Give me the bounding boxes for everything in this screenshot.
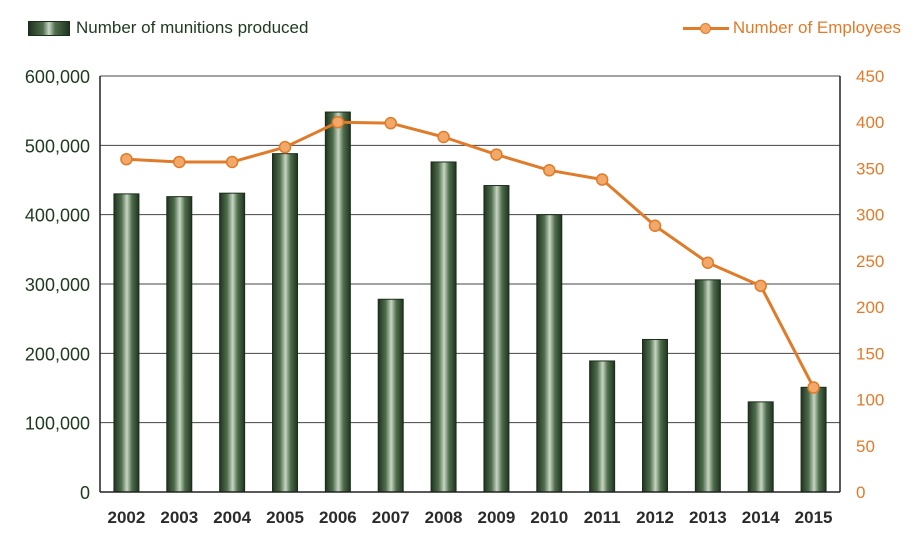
legend-bars: Number of munitions produced (28, 18, 308, 38)
employees-point-2012 (648, 219, 662, 233)
legend-bar-swatch (28, 20, 70, 36)
x-tick-label-2013: 2013 (689, 508, 727, 527)
employees-point-2004 (225, 155, 239, 169)
x-tick-label-2014: 2014 (742, 508, 780, 527)
bar-2013 (694, 279, 721, 493)
bar-series (113, 111, 827, 493)
y-left-tick-label: 300,000 (25, 275, 90, 295)
x-tick-label-2007: 2007 (372, 508, 410, 527)
y-right-tick-label: 100 (856, 391, 884, 410)
y-right-tick-label: 450 (856, 67, 884, 86)
y-left-tick-label: 600,000 (25, 67, 90, 87)
x-tick-label-2006: 2006 (319, 508, 357, 527)
employees-point-2014 (754, 279, 767, 293)
y-left-tick-label: 500,000 (25, 136, 90, 156)
y-right-tick-label: 0 (856, 483, 865, 502)
bar-2007 (377, 298, 404, 493)
bar-2015 (800, 386, 827, 493)
employees-point-2010 (543, 164, 556, 177)
bar-2014 (747, 401, 774, 493)
x-tick-label-2015: 2015 (795, 508, 833, 527)
gridlines (100, 75, 840, 424)
y-right-tick-label: 350 (856, 159, 884, 178)
legend-bars-label: Number of munitions produced (76, 18, 309, 37)
y-right-tick-label: 300 (856, 206, 884, 225)
y-right-tick-label: 400 (856, 113, 884, 132)
employees-point-2002 (120, 152, 133, 166)
x-tick-label-2005: 2005 (266, 508, 304, 527)
x-tick-label-2002: 2002 (108, 508, 146, 527)
bar-2011 (589, 360, 616, 493)
bar-2005 (272, 153, 298, 493)
employees-point-2003 (173, 155, 186, 169)
bar-2002 (113, 193, 140, 493)
tick-labels: 0 100,000 200,000 300,000 400,000 500,000 600,… (25, 67, 884, 527)
bar-2008 (430, 161, 457, 493)
x-tick-label-2012: 2012 (636, 508, 674, 527)
x-tick-label-2011: 2011 (584, 508, 621, 527)
legend-line-label: Number of Employees (732, 18, 901, 37)
line-series (120, 115, 820, 394)
legend-line: Number of Employees (682, 18, 901, 38)
employees-point-2011 (595, 173, 609, 186)
y-right-tick-label: 250 (856, 252, 884, 271)
y-left-tick-label: 200,000 (25, 344, 90, 364)
y-right-tick-label: 200 (856, 298, 884, 317)
axes (99, 76, 841, 493)
y-left-tick-label: 0 (80, 483, 90, 503)
y-left-tick-label: 100,000 (25, 414, 90, 434)
employees-point-2007 (384, 116, 397, 130)
legend-line-swatch (682, 21, 729, 35)
x-tick-label-2003: 2003 (160, 508, 198, 527)
x-tick-label-2010: 2010 (530, 508, 568, 527)
y-left-tick-label: 400,000 (25, 206, 90, 226)
bar-2006 (324, 111, 351, 493)
bar-2004 (219, 192, 246, 493)
employees-point-2009 (490, 148, 503, 161)
x-tick-label-2009: 2009 (478, 508, 516, 527)
bar-2012 (642, 338, 668, 493)
employees-point-2008 (437, 130, 450, 144)
y-right-tick-label: 50 (856, 437, 875, 456)
employees-point-2005 (278, 140, 292, 154)
bar-2003 (166, 196, 193, 493)
x-tick-label-2008: 2008 (425, 508, 463, 527)
employees-line (126, 120, 815, 389)
employees-point-2015 (807, 381, 820, 394)
bar-2009 (483, 185, 510, 493)
x-tick-label-2004: 2004 (213, 508, 251, 527)
bar-2010 (536, 214, 563, 493)
employees-point-2013 (701, 256, 715, 269)
y-right-tick-label: 150 (856, 344, 884, 363)
employees-point-2006 (331, 115, 345, 129)
